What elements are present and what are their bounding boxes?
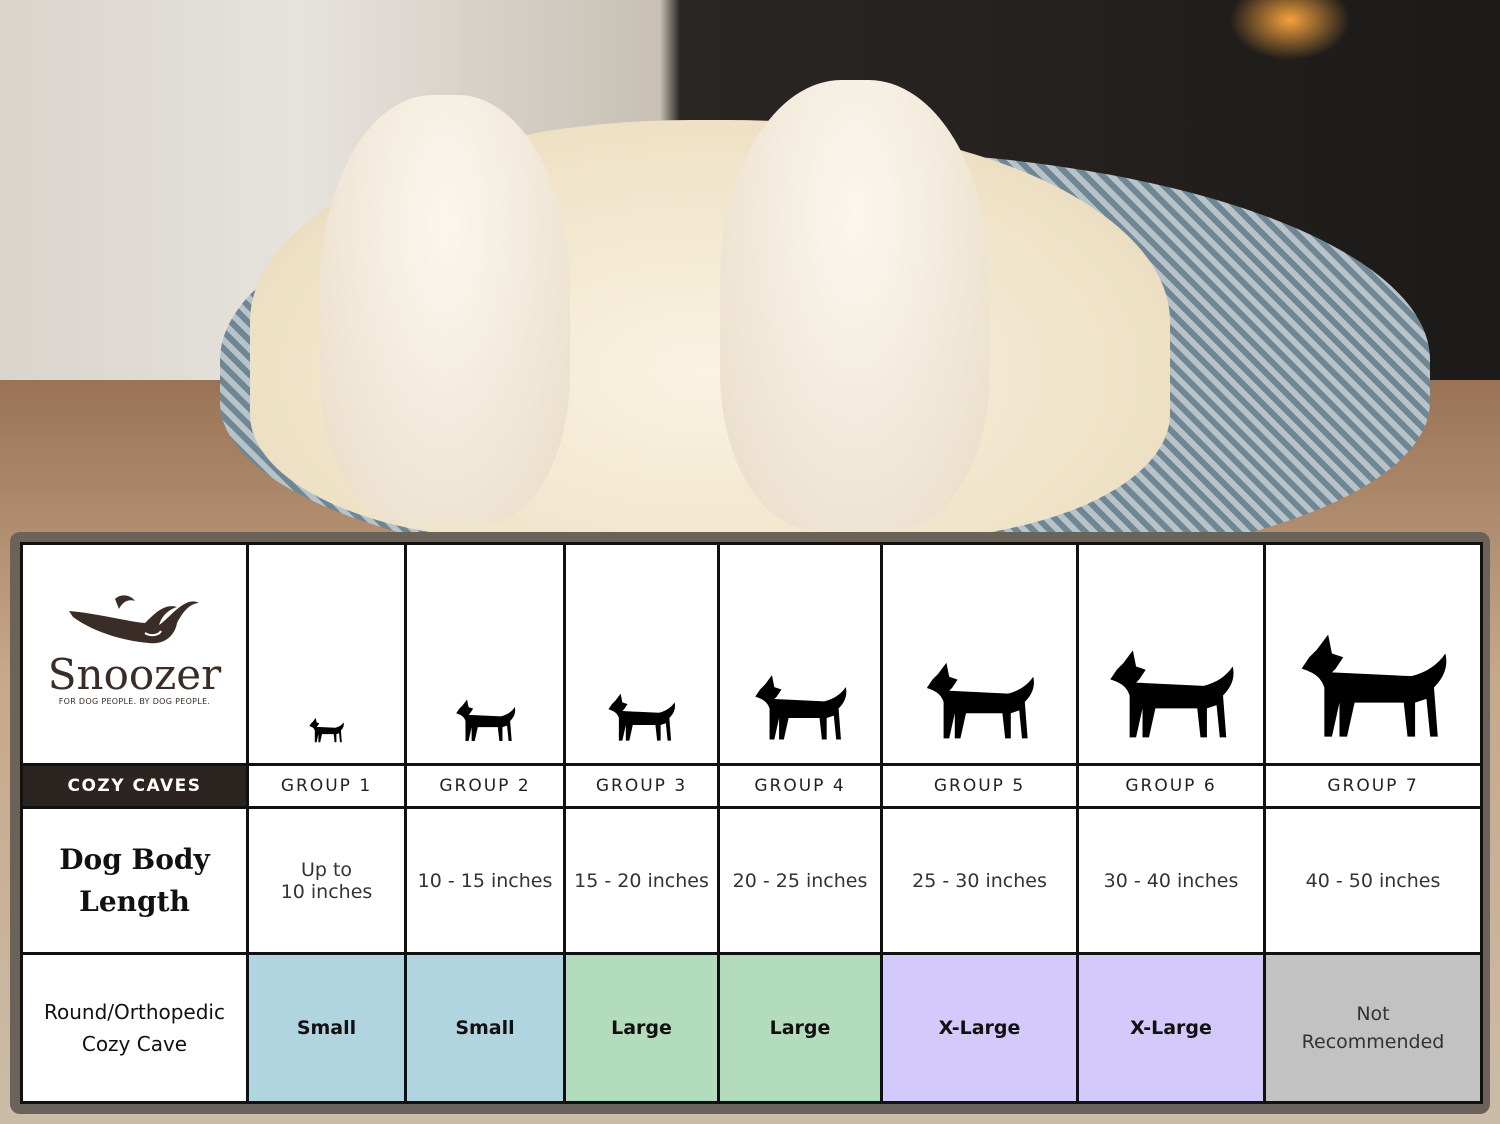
length-text: 10 - 15 inches <box>417 869 553 892</box>
body-length-cell: 25 - 30 inches <box>880 806 1079 955</box>
group-label: GROUP 5 <box>880 763 1079 809</box>
boston-terrier-silhouette-icon <box>608 693 676 741</box>
chihuahua-silhouette-icon <box>309 717 344 743</box>
bed-size-cell: Large <box>563 952 720 1104</box>
size-chart: Snoozer FOR DOG PEOPLE. BY DOG PEOPLE. C… <box>20 542 1483 1104</box>
product-line-label: COZY CAVES <box>20 763 249 809</box>
group-label: GROUP 3 <box>563 763 720 809</box>
bed-size-cell: Not Recommended <box>1263 952 1483 1104</box>
group-label: GROUP 7 <box>1263 763 1483 809</box>
bed-size-cell: Small <box>404 952 566 1104</box>
golden-retriever-silhouette-icon <box>926 662 1034 739</box>
bed-size-cell: Small <box>246 952 407 1104</box>
body-length-cell: 30 - 40 inches <box>1076 806 1266 955</box>
dog-image-cell <box>1076 542 1266 766</box>
group-label: GROUP 2 <box>404 763 566 809</box>
dog-image-cell <box>563 542 720 766</box>
group-label: GROUP 6 <box>1076 763 1266 809</box>
length-text: 25 - 30 inches <box>912 869 1047 892</box>
sleeping-dog-logo-icon <box>68 594 199 643</box>
length-text: 30 - 40 inches <box>1103 869 1239 892</box>
dog-left <box>320 95 570 525</box>
dog-right <box>720 80 990 530</box>
dog-image-cell <box>717 542 883 766</box>
header-line: Cozy Cave <box>81 1032 188 1056</box>
body-length-cell: 20 - 25 inches <box>717 806 883 955</box>
size-text: Recommended <box>1301 1031 1445 1053</box>
size-row-header: Round/Orthopedic Cozy Cave <box>20 952 249 1104</box>
dog-image-cell <box>1263 542 1483 766</box>
header-line: Dog Body <box>59 842 210 876</box>
length-text: Up to <box>300 858 353 881</box>
length-text: 10 inches <box>280 880 373 903</box>
bed-size-cell: Large <box>717 952 883 1104</box>
group-label: GROUP 4 <box>717 763 883 809</box>
brand-logo: Snoozer FOR DOG PEOPLE. BY DOG PEOPLE. <box>20 542 249 766</box>
body-length-cell: Up to 10 inches <box>246 806 407 955</box>
shiba-silhouette-icon <box>754 675 846 740</box>
body-length-cell: 10 - 15 inches <box>404 806 566 955</box>
dog-image-cell <box>404 542 566 766</box>
bed-size-cell: X-Large <box>1076 952 1266 1104</box>
brand-name: Snoozer <box>47 649 222 699</box>
bed-size-cell: X-Large <box>880 952 1079 1104</box>
group-label: GROUP 1 <box>246 763 407 809</box>
size-text: Not <box>1356 1003 1390 1025</box>
header-line: Length <box>79 884 190 918</box>
length-text: 15 - 20 inches <box>574 869 709 892</box>
length-row-header: Dog Body Length <box>20 806 249 955</box>
length-text: 20 - 25 inches <box>732 869 868 892</box>
body-length-cell: 15 - 20 inches <box>563 806 720 955</box>
length-text: 40 - 50 inches <box>1305 869 1441 892</box>
brand-tagline: FOR DOG PEOPLE. BY DOG PEOPLE. <box>58 696 211 706</box>
dog-image-cell <box>246 542 407 766</box>
dog-image-cell <box>880 542 1079 766</box>
body-length-cell: 40 - 50 inches <box>1263 806 1483 955</box>
great-dane-silhouette-icon <box>1301 634 1446 737</box>
doberman-silhouette-icon <box>1109 650 1234 738</box>
header-line: Round/Orthopedic <box>44 1000 225 1024</box>
pomeranian-silhouette-icon <box>455 699 515 742</box>
